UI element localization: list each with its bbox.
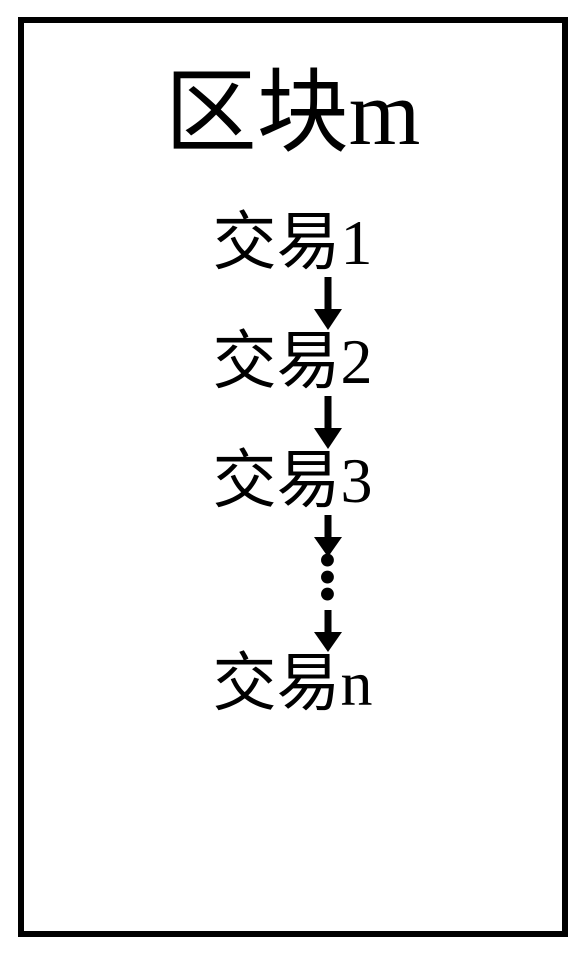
arrow-down-icon bbox=[308, 275, 348, 330]
arrow-down-icon bbox=[308, 608, 348, 652]
block-container: 区块m 交易1 交易2 交易3 • • • 交易n bbox=[18, 17, 568, 937]
tx-item-n: 交易n bbox=[213, 652, 373, 716]
tx-item-2: 交易2 bbox=[213, 330, 373, 394]
arrow-1 bbox=[238, 275, 348, 330]
arrow-4 bbox=[238, 608, 348, 652]
tx-item-1: 交易1 bbox=[213, 211, 373, 275]
tx-item-3: 交易3 bbox=[213, 449, 373, 513]
arrow-down-icon bbox=[308, 394, 348, 449]
arrow-2 bbox=[238, 394, 348, 449]
ellipsis-dot: • bbox=[318, 585, 337, 604]
block-title: 区块m bbox=[165, 38, 421, 171]
ellipsis-group: • • • bbox=[248, 557, 337, 608]
